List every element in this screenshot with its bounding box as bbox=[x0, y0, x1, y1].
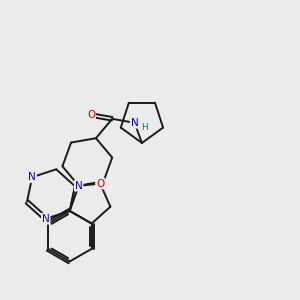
Text: O: O bbox=[96, 178, 104, 189]
Text: N: N bbox=[131, 118, 139, 128]
Text: N: N bbox=[28, 172, 36, 182]
Text: O: O bbox=[87, 110, 95, 120]
Text: N: N bbox=[42, 214, 50, 224]
Text: H: H bbox=[142, 123, 148, 132]
Text: N: N bbox=[75, 181, 83, 191]
